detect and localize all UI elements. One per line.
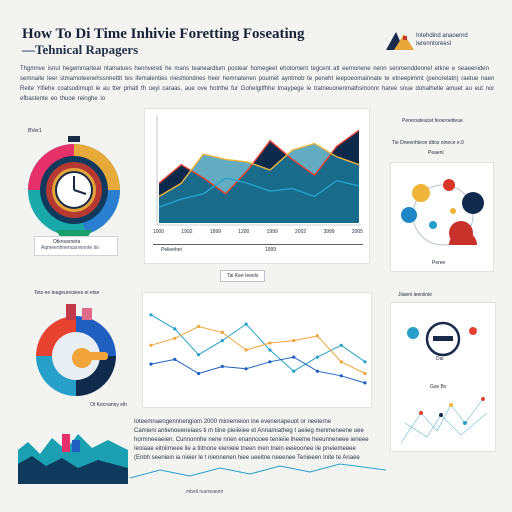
caption-card: Otknsaroeta Aqmeenhnenusnvinnte tio bbox=[34, 236, 118, 256]
footer-text: mbeil nuereaeeir bbox=[186, 489, 224, 495]
bottom-trend-icon bbox=[130, 463, 386, 479]
trend-chart bbox=[149, 313, 367, 385]
x-tick-label: 2002 bbox=[295, 229, 307, 235]
summary-line: Camieni antienoeeneiaes ti m tiine pieii… bbox=[134, 428, 364, 434]
panel-left-bottom: Tets ee teageurnoiees ei etse Ot Kecnann… bbox=[14, 284, 134, 414]
series-line bbox=[150, 325, 366, 374]
key-label: Tai Kee Ieeels bbox=[220, 270, 266, 282]
series-point bbox=[315, 334, 319, 338]
brand-line-2: Ierenntoreesl bbox=[416, 41, 452, 47]
axis-caption-year: 1999 bbox=[265, 247, 277, 253]
axis-caption: Pelieehet bbox=[161, 247, 182, 253]
x-tick-label: 1999 bbox=[266, 229, 278, 235]
panel-right-bottom: Jiiaeni ieeniinie Dai Gse Bv bbox=[386, 288, 500, 458]
brand-text: Intehdind anaoenrd Ierenntoreesl bbox=[416, 32, 468, 48]
series-point bbox=[363, 381, 367, 385]
page-subtitle: —Tehnical Rapagers bbox=[22, 42, 139, 57]
forecast-chart bbox=[156, 115, 361, 226]
x-tick-row: 1000 1992 1999 1200 1999 2002 3999 2005 bbox=[153, 229, 363, 235]
panel-center-top: 1000 1992 1999 1200 1999 2002 3999 2005 Pelieeh… bbox=[144, 108, 370, 264]
series-line bbox=[158, 177, 360, 208]
panel-text: Tie Dneenhteon ditos oinece e.0 bbox=[392, 140, 464, 146]
summary-line: Ieoiaae eitniirneee lie a tiitnone eieni… bbox=[134, 446, 356, 452]
panel-label: Gse Bv bbox=[430, 384, 447, 390]
series-point bbox=[339, 374, 343, 378]
series-line bbox=[158, 129, 360, 195]
series-point bbox=[315, 355, 319, 359]
summary-line: Ioteemnaengennnengiom 2000 miniemeion in… bbox=[134, 419, 332, 425]
panel-label: Dai bbox=[436, 356, 444, 362]
series-point bbox=[268, 360, 272, 364]
intro-line: semnaite Ieer stmamoteenehssnnettit tes … bbox=[20, 76, 494, 82]
series-point bbox=[197, 324, 201, 329]
series-point bbox=[268, 348, 272, 352]
panel-left-top: BVer1 Otknsaroeta Aqmeenhnenusnvinnte ti… bbox=[14, 118, 132, 268]
series-point bbox=[363, 371, 367, 376]
series-point bbox=[244, 348, 248, 352]
panel-center-bottom bbox=[142, 292, 372, 408]
diagram-caption: Peree bbox=[432, 260, 446, 266]
panel-heading: Jiiaeni ieeniinie bbox=[398, 292, 432, 298]
intro-line: efbastente eo thuoe reinghe lo bbox=[20, 96, 106, 102]
summary-line: hormneeaeien. Cunnonnhe nene nnen enanno… bbox=[134, 437, 369, 443]
caption-line: Otknsaroeta bbox=[53, 239, 81, 245]
panel-right-top: Pereroateacet feoeroetteue Tie Dneenhteo… bbox=[384, 110, 498, 280]
network-card bbox=[390, 302, 496, 452]
summary-text: Ioteemnaengennnengiom 2000 miniemeion in… bbox=[134, 418, 386, 463]
bar-landscape-icon bbox=[18, 434, 128, 484]
series-area bbox=[159, 143, 359, 223]
series-point bbox=[363, 360, 367, 364]
series-point bbox=[173, 357, 177, 361]
series-point bbox=[339, 343, 343, 347]
series-point bbox=[315, 369, 319, 373]
series-point bbox=[197, 371, 201, 376]
series-line bbox=[158, 142, 360, 198]
series-point bbox=[292, 369, 296, 373]
series-point bbox=[197, 353, 201, 357]
brand-logo-icon bbox=[386, 32, 414, 50]
series-point bbox=[173, 336, 177, 340]
x-tick-label: 1000 bbox=[153, 229, 165, 235]
series-point bbox=[149, 362, 153, 366]
panel-heading: Tets ee teageurnoiees ei etse bbox=[34, 290, 100, 296]
panel-badge: BVer1 bbox=[28, 128, 42, 134]
x-tick-label: 1200 bbox=[238, 229, 250, 235]
network-diagram-icon bbox=[400, 321, 488, 444]
panel-caption: Ot Kecnanny eih bbox=[90, 402, 127, 408]
page-title: How To Di Time Inhivie Foretting Foseati… bbox=[22, 26, 305, 42]
series-line bbox=[150, 356, 366, 384]
x-tick-label: 3999 bbox=[323, 229, 335, 235]
cycle-diagram-icon bbox=[401, 179, 484, 246]
summary-line: (Enbh seeniein ia nieier le t niennenen … bbox=[134, 455, 360, 461]
series-point bbox=[149, 313, 153, 317]
series-point bbox=[173, 327, 177, 331]
series-point bbox=[149, 343, 153, 347]
diagram-card bbox=[390, 162, 494, 272]
intro-line: Thgmnve isnul hegemmarteal ntamatues hen… bbox=[20, 66, 489, 72]
series-point bbox=[292, 339, 296, 343]
series-point bbox=[244, 322, 248, 326]
x-tick-label: 1992 bbox=[181, 229, 193, 235]
series-point bbox=[268, 341, 272, 345]
x-tick-label: 2005 bbox=[351, 229, 363, 235]
intro-paragraph: Thgmnve isnul hegemmarteal ntamatues hen… bbox=[20, 64, 494, 104]
series-point bbox=[220, 330, 224, 334]
series-point bbox=[220, 364, 224, 369]
series-line bbox=[150, 314, 366, 372]
panel-text: Peaenl bbox=[428, 150, 444, 156]
series-point bbox=[339, 360, 343, 364]
intro-line: Reite Yifiehe coatsodimupt ie au tter pm… bbox=[20, 86, 494, 92]
caption-line: Aqmeenhnenusnvinnte tio bbox=[41, 245, 99, 251]
brand-line-1: Intehdind anaoenrd bbox=[416, 33, 468, 39]
series-point bbox=[220, 339, 224, 343]
donut-chart-icon bbox=[36, 304, 116, 396]
panel-heading: Pereroateacet feoeroetteue bbox=[402, 118, 463, 124]
timeline-axis bbox=[153, 239, 363, 245]
clock-chart-icon bbox=[28, 136, 120, 240]
x-tick-label: 1999 bbox=[209, 229, 221, 235]
series-point bbox=[244, 367, 248, 371]
series-point bbox=[292, 355, 296, 359]
